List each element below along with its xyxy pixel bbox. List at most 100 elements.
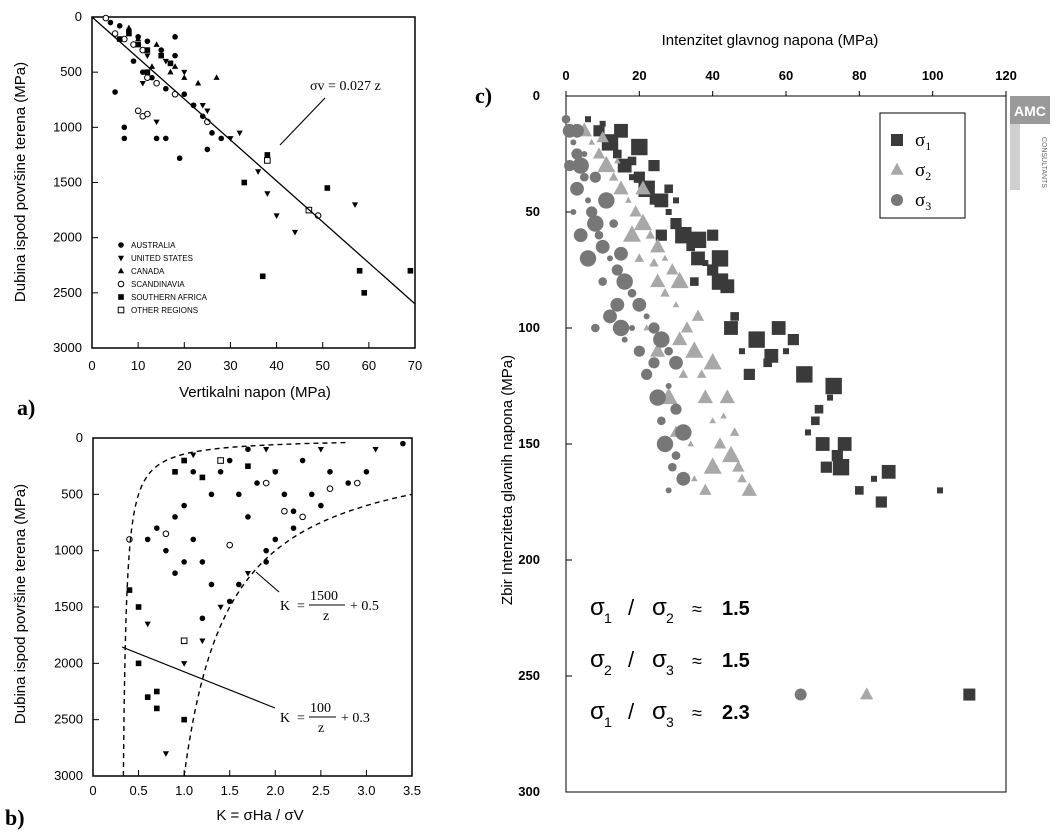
- panel-b-point: [227, 542, 233, 548]
- panel-c-point: [634, 346, 645, 357]
- panel-c-point: [603, 310, 617, 324]
- panel-b-xlabel: K = σHa / σV: [216, 807, 303, 824]
- panel-a-point: [408, 268, 414, 274]
- panel-a-point: [154, 120, 160, 126]
- panel-a-annotation-arrow: [280, 98, 325, 145]
- panel-c-point: [628, 157, 637, 166]
- panel-b-point: [236, 492, 242, 498]
- panel-c-point: [724, 321, 738, 335]
- panel-b-point: [300, 458, 306, 464]
- panel-a-point: [135, 42, 141, 48]
- panel-c-point: [796, 366, 812, 382]
- panel-c-point: [657, 436, 673, 452]
- panel-b-point: [154, 689, 160, 695]
- panel-b-curve-100: [123, 443, 348, 777]
- panel-c-point: [629, 325, 635, 331]
- panel-b-point: [154, 525, 160, 531]
- panel-a-point: [108, 20, 114, 26]
- panel-c-point: [646, 230, 655, 239]
- panel-c-far-point: [795, 689, 807, 701]
- panel-c-point: [657, 417, 666, 426]
- panel-b-point: [181, 503, 187, 509]
- panel-c-point: [614, 247, 628, 261]
- panel-c-point: [937, 487, 943, 493]
- y-tick-label: 1500: [54, 599, 83, 614]
- eq2-numerator: 100: [310, 701, 331, 716]
- panel-b-equation-1500: K = 1500 z + 0.5: [280, 589, 379, 624]
- panel-c-point: [681, 321, 693, 332]
- x-tick-label: 0: [562, 68, 569, 83]
- amc-logo: AMC CONSULTANTS: [1010, 96, 1050, 190]
- panel-a-annotation: σv = 0.027 z: [310, 79, 381, 94]
- y-tick-label: 150: [518, 436, 540, 451]
- panel-c-point: [690, 232, 706, 248]
- panel-c-point: [660, 288, 669, 297]
- panel-c-point: [673, 301, 680, 307]
- amc-logo-sub: CONSULTANTS: [1040, 137, 1047, 188]
- panel-c-point: [666, 487, 672, 493]
- panel-b-point: [190, 537, 196, 543]
- x-tick-label: 120: [995, 68, 1017, 83]
- panel-a-point: [260, 273, 266, 279]
- panel-a-point: [154, 41, 160, 47]
- panel-c-point: [570, 124, 584, 138]
- ratio-slash: /: [628, 595, 635, 620]
- amc-logo-text: AMC: [1014, 103, 1046, 119]
- panel-b-point: [254, 480, 260, 486]
- ratio-value: 1.5: [722, 598, 750, 620]
- panel-c-point: [772, 321, 786, 335]
- panel-b-point: [145, 622, 151, 628]
- panel-b-point: [345, 480, 351, 486]
- panel-c-point: [631, 139, 647, 155]
- panel-c-point: [675, 227, 691, 243]
- panel-a-point: [158, 53, 164, 59]
- panel-c-point: [673, 197, 679, 203]
- ratio-sigma: σ: [590, 646, 605, 673]
- panel-c-point: [648, 357, 659, 368]
- panel-b-point: [172, 570, 178, 576]
- panel-b-ylabel: Dubina ispod površine terena (MPa): [12, 484, 29, 724]
- eq2-equals: =: [297, 711, 305, 726]
- panel-c-point: [821, 462, 832, 473]
- panel-a-point: [158, 47, 164, 53]
- panel-c-point: [649, 389, 665, 405]
- panel-b-point: [245, 571, 251, 577]
- panel-c-legend-sub: 1: [925, 139, 931, 153]
- panel-c-point: [672, 331, 687, 345]
- panel-c-point: [609, 219, 618, 228]
- panel-a-point: [325, 185, 331, 191]
- panel-c-point: [650, 273, 665, 287]
- panel-a-point: [117, 23, 123, 29]
- panel-c-point: [648, 160, 659, 171]
- panel-a-point: [357, 268, 363, 274]
- panel-b-point: [263, 480, 269, 486]
- panel-a-point: [122, 136, 128, 142]
- panel-a-point: [145, 75, 151, 81]
- panel-c-point: [628, 289, 637, 298]
- panel-c-point: [816, 437, 830, 451]
- panel-a-legend-marker: [118, 268, 124, 274]
- panel-c-legend-sub: 3: [925, 199, 931, 213]
- panel-b-point: [218, 458, 224, 464]
- panel-b-point: [181, 458, 187, 464]
- panel-c-point: [690, 277, 699, 286]
- panel-c-point: [574, 228, 588, 242]
- panel-a-point: [172, 53, 178, 59]
- y-tick-label: 100: [518, 320, 540, 335]
- x-tick-label: 2.0: [266, 783, 284, 798]
- panel-c-point: [600, 121, 606, 127]
- panel-b-point: [291, 525, 297, 531]
- panel-c-point: [570, 182, 584, 196]
- panel-c-point: [669, 356, 683, 370]
- panel-b-point: [245, 463, 251, 469]
- panel-b-curve-1500: [184, 494, 412, 776]
- ratio-approx: ≈: [692, 599, 702, 619]
- ratio-sub: 3: [666, 662, 674, 678]
- panel-c-point: [720, 413, 727, 419]
- panel-a-ticks: 0 10 20 30 40 50 60 70 0 500 1000 1500 2000 2500 3000: [53, 9, 422, 373]
- panel-b-point: [282, 492, 288, 498]
- panel-a-point: [177, 155, 183, 161]
- ratio-sub: 2: [604, 662, 612, 678]
- panel-c-point: [714, 437, 726, 448]
